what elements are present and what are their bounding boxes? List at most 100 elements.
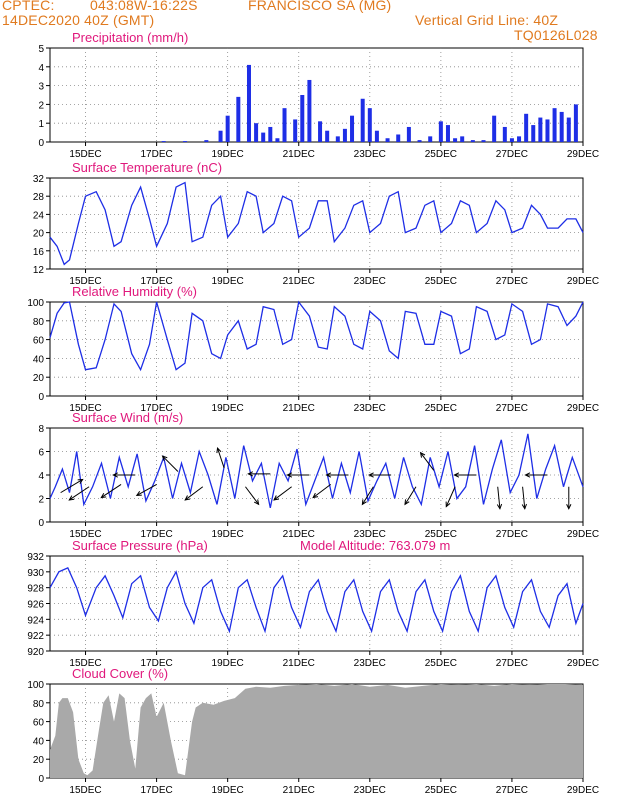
wind-arrow — [136, 483, 157, 496]
precip-bar — [428, 136, 433, 142]
precip-bar — [453, 138, 458, 142]
temp-xtick-label: 21DEC — [283, 276, 315, 287]
wind-arrow — [404, 486, 417, 505]
wind-arrow-head — [253, 499, 260, 506]
pres-ytick-label: 930 — [27, 568, 44, 579]
wind-xtick-label: 15DEC — [69, 529, 101, 540]
precip-bar — [396, 134, 401, 142]
cloud-title: Cloud Cover (%) — [72, 666, 168, 681]
wind-arrow-head — [286, 472, 293, 478]
pres-altitude-label: Model Altitude: 763.079 m — [300, 538, 450, 553]
rh-xtick-label: 21DEC — [283, 403, 315, 414]
rh-ytick-label: 60 — [33, 336, 45, 347]
header-grid-note: Vertical Grid Line: 40Z — [415, 12, 559, 28]
precip-bar — [445, 125, 450, 142]
cloud-xtick-label: 25DEC — [425, 785, 457, 796]
precip-bar — [573, 104, 578, 142]
rh-ytick-label: 0 — [38, 392, 44, 403]
precip-bar — [566, 117, 571, 142]
precip-bar — [509, 138, 514, 142]
wind-ytick-label: 4 — [38, 471, 44, 482]
rh-xtick-label: 25DEC — [425, 403, 457, 414]
wind-arrow-head — [312, 492, 319, 499]
precip-bar — [318, 121, 323, 142]
precip-xtick-label: 25DEC — [425, 149, 457, 160]
cloud-xtick-label: 15DEC — [69, 785, 101, 796]
header-coords: 043:08W-16:22S — [90, 0, 198, 13]
precip-bar — [350, 115, 355, 142]
precip-bar — [325, 130, 330, 142]
wind-arrow-head — [135, 491, 142, 496]
pres-ytick-label: 924 — [27, 615, 44, 626]
precip-bar — [275, 138, 280, 142]
cloud-ytick-label: 60 — [33, 718, 45, 729]
wind-arrow — [60, 478, 83, 494]
header-model-code: TQ0126L028 — [514, 27, 598, 43]
rh-xtick-label: 15DEC — [69, 403, 101, 414]
precip-bar — [268, 126, 273, 142]
precip-bar — [293, 119, 298, 142]
precip-bar — [161, 141, 166, 142]
temp-xtick-label: 27DEC — [496, 276, 528, 287]
wind-arrow — [361, 486, 374, 505]
precip-bar — [538, 117, 543, 142]
pres-line — [49, 567, 584, 634]
precip-bar — [502, 126, 507, 142]
wind-xtick-label: 19DEC — [212, 529, 244, 540]
precip-ytick-label: 1 — [38, 119, 44, 130]
wind-arrow-head — [367, 472, 374, 478]
precip-xtick-label: 19DEC — [212, 149, 244, 160]
wind-arrow — [445, 486, 456, 507]
wind-arrow-head — [419, 451, 426, 458]
wind-arrow — [217, 447, 225, 469]
precip-xtick-label: 23DEC — [354, 149, 386, 160]
wind-xtick-label: 27DEC — [496, 529, 528, 540]
wind-arrow-head — [112, 472, 118, 478]
pres-xtick-label: 23DEC — [354, 658, 386, 669]
rh-xtick-label: 23DEC — [354, 403, 386, 414]
pres-xtick-label: 29DEC — [567, 658, 599, 669]
wind-xtick-label: 25DEC — [425, 529, 457, 540]
wind-arrow — [162, 455, 179, 472]
precip-bar — [335, 136, 340, 142]
precip-bar — [385, 138, 390, 142]
rh-title: Relative Humidity (%) — [72, 284, 197, 299]
wind-arrow-head — [247, 471, 254, 477]
rh-ytick-label: 80 — [33, 317, 45, 328]
precip-bar — [374, 130, 379, 142]
wind-xtick-label: 29DEC — [567, 529, 599, 540]
precip-bar — [204, 140, 209, 142]
wind-arrow-head — [325, 472, 332, 478]
precip-ytick-label: 0 — [38, 138, 44, 149]
wind-arrow-head — [445, 501, 451, 508]
wind-arrow-head — [404, 499, 410, 506]
rh-xtick-label: 29DEC — [567, 403, 599, 414]
pres-title: Surface Pressure (hPa) — [72, 538, 208, 553]
wind-arrow — [100, 483, 122, 499]
wind-ytick-label: 2 — [38, 495, 44, 506]
wind-arrow — [312, 483, 332, 499]
precip-bar — [460, 136, 465, 142]
pres-xtick-label: 17DEC — [140, 658, 172, 669]
rh-line — [49, 300, 584, 372]
wind-ytick-label: 6 — [38, 448, 44, 459]
wind-ytick-label: 0 — [38, 518, 44, 529]
cloud-xtick-label: 19DEC — [212, 785, 244, 796]
precip-xtick-label: 17DEC — [140, 149, 172, 160]
wind-xtick-label: 23DEC — [354, 529, 386, 540]
temp-ytick-label: 24 — [33, 210, 45, 221]
precip-bar — [246, 64, 251, 142]
wind-arrow-head — [184, 495, 191, 501]
pres-xtick-label: 25DEC — [425, 658, 457, 669]
cloud-xtick-label: 23DEC — [354, 785, 386, 796]
temp-ytick-label: 32 — [33, 174, 45, 185]
precip-bar — [552, 108, 557, 142]
precip-bar — [417, 140, 422, 142]
wind-arrow — [522, 486, 526, 509]
temp-xtick-label: 15DEC — [69, 276, 101, 287]
precip-bar — [360, 98, 365, 142]
precip-ytick-label: 2 — [38, 100, 44, 111]
wind-arrow-head — [68, 495, 75, 501]
cloud-ytick-label: 100 — [27, 680, 44, 691]
wind-arrow-head — [161, 455, 168, 461]
